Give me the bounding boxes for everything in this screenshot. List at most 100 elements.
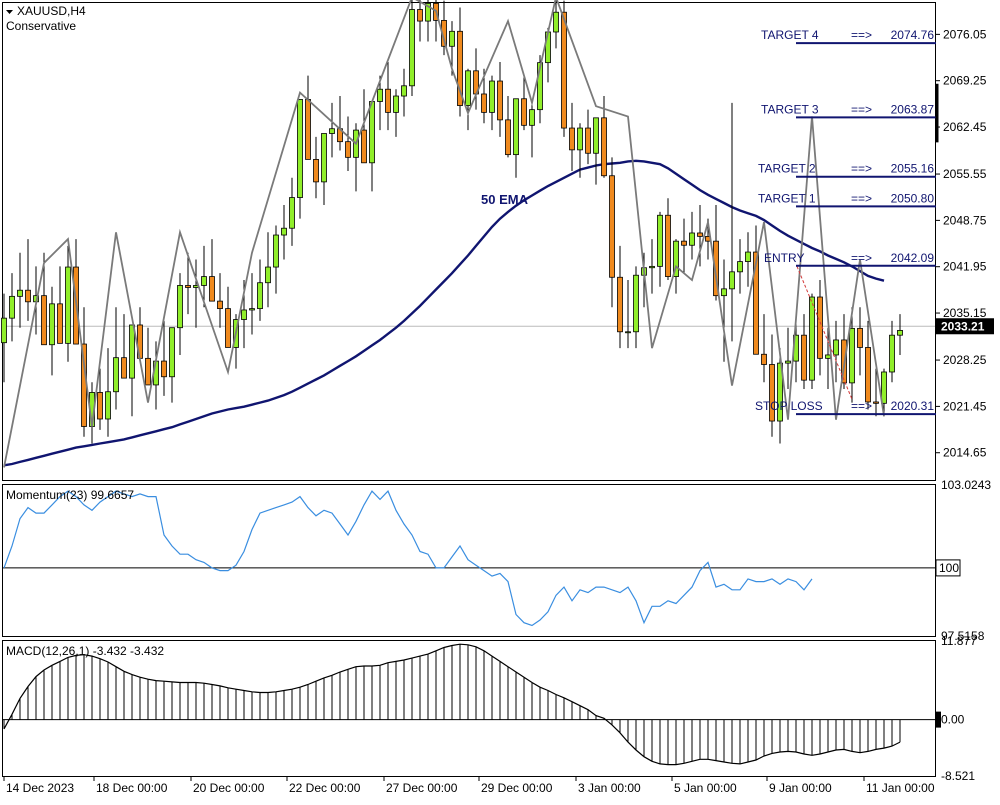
candle xyxy=(497,61,503,137)
candle xyxy=(161,320,167,396)
candle-body-bear xyxy=(609,175,615,278)
x-tick-label: 11 Jan 00:00 xyxy=(866,781,935,795)
y-tick-label: 2055.55 xyxy=(943,167,987,181)
candle-body-bear xyxy=(57,303,63,344)
candle-body-bear xyxy=(585,127,591,154)
candle xyxy=(753,225,759,355)
level-arrow: ==> xyxy=(851,162,872,176)
candle xyxy=(393,89,399,137)
candle-body-bear xyxy=(873,401,879,404)
candle xyxy=(889,320,895,383)
candle-body-bear xyxy=(121,357,127,379)
candle-body-bull xyxy=(489,80,495,113)
candle-body-bull xyxy=(257,282,263,310)
candle xyxy=(553,0,559,49)
level-name: ENTRY xyxy=(764,251,804,265)
level-value: 2074.76 xyxy=(891,28,935,42)
trade-path-line xyxy=(796,266,853,400)
candle-body-bull xyxy=(673,240,679,277)
candle-body-bull xyxy=(625,331,631,334)
candle xyxy=(881,368,887,417)
candle xyxy=(145,327,151,386)
candle xyxy=(513,98,519,178)
candle-body-bull xyxy=(649,265,655,269)
trade-levels: TARGET 4 ==> 2074.76 TARGET 3 ==> 2063.87 TARG… xyxy=(755,28,936,416)
candle xyxy=(225,286,231,348)
candle-body-bull xyxy=(249,308,255,311)
candle-body-bull xyxy=(329,128,335,134)
candle-body-bull xyxy=(369,101,375,164)
candle-body-bull xyxy=(825,354,831,359)
candle-body-bull xyxy=(321,133,327,183)
candle-body-bull xyxy=(729,271,735,290)
candle xyxy=(729,102,735,342)
chevron-down-icon[interactable] xyxy=(6,10,13,14)
candle xyxy=(465,68,471,131)
candle-body-bull xyxy=(1,317,7,344)
main-plot xyxy=(1,0,935,468)
candle xyxy=(865,320,871,410)
candle-body-bear xyxy=(681,240,687,246)
candle xyxy=(49,286,55,376)
candle xyxy=(849,307,855,403)
macd-pane xyxy=(2,640,936,777)
candle xyxy=(313,136,319,199)
candle-body-bull xyxy=(377,88,383,102)
candle xyxy=(569,102,575,171)
candle-body-bull xyxy=(409,9,415,87)
macd-signal-line xyxy=(3,643,901,766)
candle-body-bear xyxy=(753,251,759,355)
level-arrow: ==> xyxy=(851,191,872,205)
momentum-line xyxy=(3,490,813,627)
candle xyxy=(609,157,615,308)
candle xyxy=(593,117,599,185)
level-name: TARGET 2 xyxy=(758,162,816,176)
candle-body-bear xyxy=(25,289,31,303)
candle xyxy=(273,225,279,294)
candle xyxy=(697,205,703,267)
candle-body-bull xyxy=(689,232,695,246)
momentum-tick-label: 103.0243 xyxy=(941,478,991,492)
candle xyxy=(857,307,863,376)
candle-body-bull xyxy=(553,11,559,33)
candle-body-bull xyxy=(881,371,887,404)
candle-body-bull xyxy=(657,214,663,267)
candle xyxy=(65,245,71,362)
candle-body-bull xyxy=(49,303,55,346)
candle-body-bull xyxy=(129,324,135,379)
candle xyxy=(505,96,511,158)
candle-body-bear xyxy=(305,99,311,160)
y-tick-label: 2028.25 xyxy=(943,353,987,367)
candle-body-bull xyxy=(177,285,183,329)
candle-body-bull xyxy=(281,227,287,236)
candle xyxy=(345,116,351,171)
y-tick-label: 2035.15 xyxy=(943,306,987,320)
candle-body-bull xyxy=(297,99,303,198)
candle-body-bear xyxy=(481,93,487,113)
candle-body-bull xyxy=(785,360,791,364)
candle-body-bear xyxy=(457,30,463,106)
candle-body-bull xyxy=(737,261,743,273)
candle-body-bear xyxy=(761,353,767,365)
candle-body-bull xyxy=(529,109,535,126)
candle xyxy=(745,232,751,287)
candle-body-bear xyxy=(713,240,719,297)
ema-label: 50 EMA xyxy=(481,192,529,207)
candle xyxy=(681,218,687,274)
candle-body-bull xyxy=(849,327,855,384)
candle xyxy=(801,314,807,390)
candle xyxy=(209,239,215,302)
candle xyxy=(121,314,127,379)
candle-body-bull xyxy=(465,70,471,106)
level-value: 2020.31 xyxy=(891,399,935,413)
candle xyxy=(649,239,655,294)
macd-zero-marker xyxy=(936,711,941,728)
candle-body-bull xyxy=(833,339,839,356)
candle xyxy=(769,334,775,437)
candle xyxy=(57,266,63,344)
candle-body-bear xyxy=(161,360,167,378)
level-arrow: ==> xyxy=(851,102,872,116)
macd-plot xyxy=(3,643,935,766)
candle xyxy=(417,0,423,42)
